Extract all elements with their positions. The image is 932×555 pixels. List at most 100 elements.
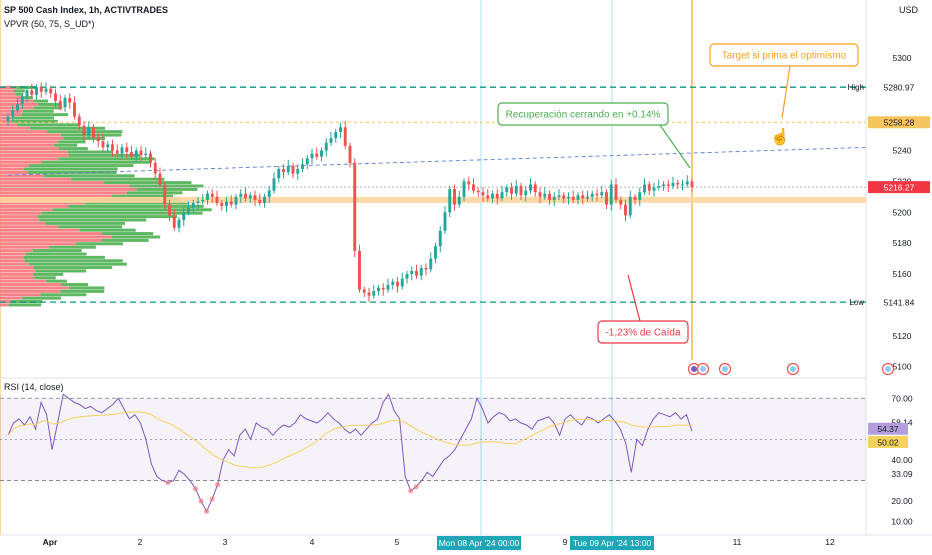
candle-body: [120, 147, 124, 154]
vp-bar-down: [0, 211, 42, 215]
candle-body: [567, 196, 570, 199]
target-annotation: Target si prima el optimismo: [722, 51, 847, 62]
vp-bar-down: [0, 126, 30, 130]
vp-bar-down: [0, 232, 102, 236]
vp-bar-down: [0, 123, 18, 127]
vp-bar-up: [38, 102, 61, 106]
price-tick-label: 5240: [893, 145, 912, 155]
poc-zone: [0, 196, 866, 203]
candle-body: [30, 90, 34, 95]
candle-body: [277, 169, 281, 179]
time-tick-label: 4: [310, 537, 315, 547]
candle-body: [92, 127, 95, 139]
candle-body: [638, 192, 642, 200]
candle-body: [310, 153, 314, 159]
vpvr-label[interactable]: VPVR (50, 75, S_UD*): [4, 19, 95, 29]
candle-body: [248, 195, 252, 199]
candle-body: [671, 182, 675, 187]
rsi-tick-label: 33.09: [891, 469, 913, 479]
rsi-oversold-mark: [215, 482, 221, 488]
candle-body: [467, 181, 471, 185]
vp-bar-down: [0, 119, 12, 123]
time-highlight-2-bg: [570, 536, 654, 550]
vp-bar-up: [58, 225, 123, 229]
time-tick-label: 3: [223, 537, 228, 547]
vp-bar-up: [27, 170, 117, 174]
vp-bar-up: [101, 238, 149, 242]
candle-body: [381, 287, 385, 290]
time-tick-label: 2: [138, 537, 143, 547]
candle-body: [524, 190, 528, 196]
candle-body: [514, 186, 518, 194]
vp-bar-up: [136, 187, 198, 191]
time-highlight-1: Mon 08 Apr '24 00:00: [439, 538, 520, 548]
candle-body: [457, 196, 461, 205]
vp-bar-down: [0, 245, 50, 249]
candle-body: [315, 153, 319, 157]
vp-bar-down: [0, 116, 13, 120]
candle-body: [291, 165, 295, 174]
candle-body: [358, 250, 361, 290]
vp-bar-up: [49, 245, 96, 249]
price-tick-label: 5160: [893, 269, 912, 279]
vp-bar-down: [0, 296, 22, 300]
current-price-tag: 5216.27: [884, 183, 915, 193]
currency-label[interactable]: USD: [898, 5, 918, 15]
candle-body: [139, 150, 143, 156]
time-tick-label: 9: [563, 537, 568, 547]
vp-bar-down: [0, 102, 39, 106]
candle-body: [39, 87, 43, 92]
candle-body: [576, 195, 580, 200]
candle-body: [348, 145, 352, 163]
candle-body: [595, 193, 599, 196]
candle-body: [101, 141, 105, 148]
vp-bar-up: [33, 106, 63, 110]
candle-body: [125, 147, 129, 153]
vp-bar-down: [0, 259, 25, 263]
price-tick-label: 5300: [893, 53, 912, 63]
vp-bar-up: [11, 300, 43, 304]
vp-bar-down: [0, 228, 80, 232]
candle-body: [453, 189, 456, 205]
rsi-label[interactable]: RSI (14, close): [4, 382, 64, 392]
vp-bar-up: [68, 204, 204, 208]
candle-body: [581, 195, 585, 199]
vp-bar-up: [79, 228, 136, 232]
candle-body: [476, 190, 480, 193]
low-price-tag-bg: [868, 296, 930, 309]
high-price-tag: 5280.97: [884, 83, 915, 93]
vp-bar-up: [57, 140, 86, 144]
candle-body: [424, 267, 428, 270]
candle-body: [115, 150, 119, 154]
candle-body: [20, 96, 24, 105]
vp-bar-up: [15, 92, 24, 96]
candle-body: [552, 196, 556, 200]
vp-bar-down: [0, 92, 16, 96]
candle-body: [510, 187, 513, 194]
chart-title: SP 500 Cash Index, 1h, ACTIVTRADES: [4, 5, 169, 15]
candle-body: [134, 150, 138, 157]
candle-body: [391, 281, 395, 285]
candle-body: [320, 150, 323, 157]
candle-body: [329, 138, 333, 143]
candle-body: [144, 153, 148, 156]
candle-body: [472, 184, 475, 191]
candle-body: [438, 230, 442, 247]
vp-bar-down: [0, 269, 36, 273]
candle-body: [434, 246, 437, 259]
candle-body: [410, 270, 414, 275]
rsi-ma-line: [7, 411, 693, 469]
rsi-tick-label: 10.00: [891, 517, 913, 527]
vp-bar-up: [41, 160, 151, 164]
vp-bar-up: [33, 99, 49, 103]
vp-bar-up: [32, 249, 82, 253]
candle-body: [362, 289, 366, 293]
candle-body: [500, 192, 504, 199]
candle-body: [177, 219, 181, 228]
vp-bar-up: [52, 208, 212, 212]
candle-body: [63, 97, 67, 108]
candle-body: [662, 184, 665, 187]
vp-bar-down: [0, 170, 28, 174]
